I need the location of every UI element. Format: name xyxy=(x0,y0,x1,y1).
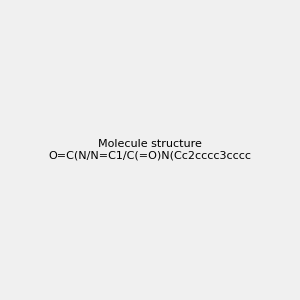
Text: Molecule structure
O=C(N/N=C1/C(=O)N(Cc2cccc3cccc: Molecule structure O=C(N/N=C1/C(=O)N(Cc2… xyxy=(49,139,251,161)
